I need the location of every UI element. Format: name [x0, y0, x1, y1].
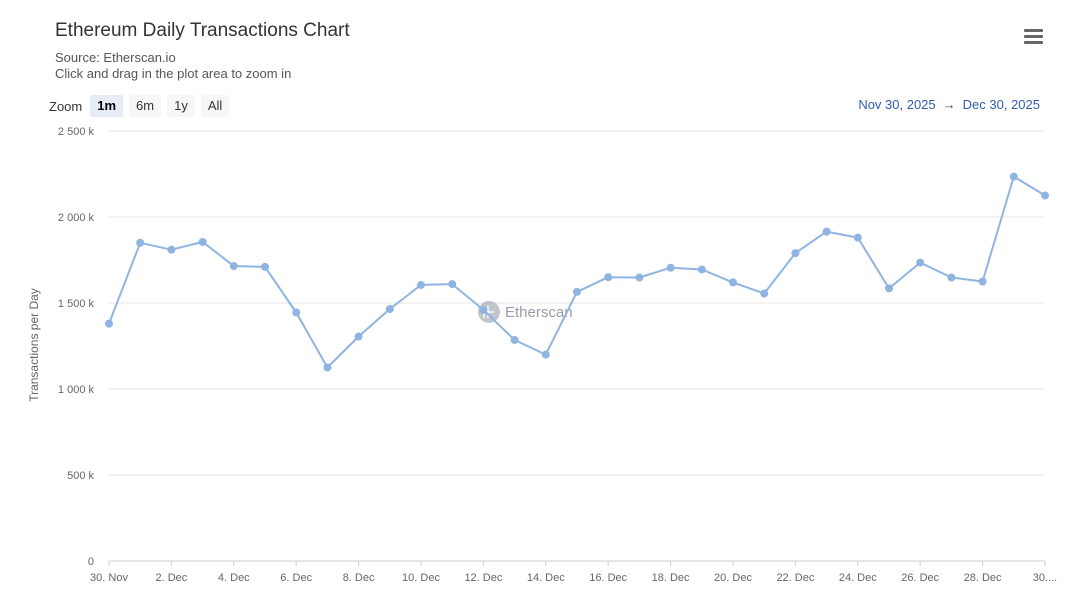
zoom-hint: Click and drag in the plot area to zoom …: [55, 66, 292, 81]
range-to[interactable]: Dec 30, 2025: [962, 97, 1040, 112]
grid-lines: [109, 130, 1045, 562]
hamburger-menu-icon[interactable]: [1020, 26, 1048, 48]
zoom-1m-button[interactable]: 1m: [90, 95, 124, 117]
data-point[interactable]: [167, 245, 176, 254]
menu-bar: [1024, 41, 1043, 44]
data-point[interactable]: [697, 265, 706, 274]
data-point[interactable]: [791, 249, 800, 258]
data-point[interactable]: [292, 308, 301, 317]
data-point[interactable]: [448, 280, 457, 289]
x-tick-label: 22. Dec: [776, 572, 814, 584]
data-point[interactable]: [323, 363, 332, 372]
x-tick-label: 24. Dec: [839, 572, 877, 584]
zoom-6m-button[interactable]: 6m: [129, 95, 162, 117]
data-point[interactable]: [385, 305, 394, 314]
data-point[interactable]: [760, 289, 769, 298]
zoom-selector: Zoom 1m 6m 1y All: [49, 94, 235, 118]
series-line: [108, 175, 1046, 369]
range-arrow-icon: →: [942, 97, 956, 112]
x-tick-label: 16. Dec: [589, 572, 627, 584]
y-tick-label: 1 000 k: [58, 384, 95, 396]
x-tick-label: 2. Dec: [156, 572, 188, 584]
data-point[interactable]: [604, 273, 613, 282]
series-transactions: [105, 172, 1049, 372]
chart-title: Ethereum Daily Transactions Chart: [55, 20, 350, 41]
data-point[interactable]: [354, 332, 363, 341]
data-point[interactable]: [541, 350, 550, 359]
data-point[interactable]: [635, 273, 644, 282]
zoom-all-button[interactable]: All: [200, 95, 230, 117]
x-tick-label: 28. Dec: [964, 572, 1002, 584]
x-tick-label: 4. Dec: [218, 572, 250, 584]
x-tick-label: 8. Dec: [343, 572, 375, 584]
data-point[interactable]: [1009, 172, 1018, 181]
data-point[interactable]: [853, 233, 862, 242]
date-range: Nov 30, 2025 → Dec 30, 2025: [858, 97, 1040, 112]
x-tick-label: 30....: [1033, 572, 1057, 584]
data-point[interactable]: [136, 238, 145, 247]
data-point[interactable]: [916, 258, 925, 267]
data-point[interactable]: [885, 284, 893, 293]
y-axis-ticks: 0 500 k 1 000 k 1 500 k 2 000 k 2 500 k: [58, 126, 95, 568]
data-point[interactable]: [666, 263, 675, 272]
x-tick-label: 6. Dec: [280, 572, 312, 584]
menu-bar: [1024, 29, 1043, 32]
data-point[interactable]: [822, 227, 831, 236]
x-tick-label: 18. Dec: [652, 572, 690, 584]
data-point[interactable]: [573, 287, 581, 296]
x-tick-label: 20. Dec: [714, 572, 752, 584]
y-axis-title: Transactions per Day: [27, 288, 41, 402]
data-point[interactable]: [1041, 191, 1049, 200]
data-point[interactable]: [417, 280, 425, 289]
x-tick-label: 12. Dec: [464, 572, 502, 584]
x-tick-label: 10. Dec: [402, 572, 440, 584]
y-tick-label: 2 500 k: [58, 126, 95, 138]
data-point[interactable]: [729, 278, 737, 287]
data-point[interactable]: [105, 319, 113, 328]
x-axis-ticks: 30. Nov 2. Dec 4. Dec 6. Dec 8. Dec 10. Dec 12…: [90, 561, 1057, 584]
zoom-label: Zoom: [49, 98, 83, 114]
y-tick-label: 2 000 k: [58, 212, 95, 224]
range-from[interactable]: Nov 30, 2025: [858, 97, 936, 112]
data-point[interactable]: [479, 305, 488, 314]
y-tick-label: 1 500 k: [58, 298, 95, 310]
data-point[interactable]: [978, 277, 987, 286]
data-point[interactable]: [229, 262, 238, 271]
data-point[interactable]: [261, 262, 269, 271]
zoom-1y-button[interactable]: 1y: [167, 95, 195, 117]
data-point[interactable]: [947, 273, 956, 282]
chart-source: Source: Etherscan.io: [55, 50, 176, 65]
x-tick-label: 14. Dec: [527, 572, 565, 584]
menu-bar: [1024, 35, 1043, 38]
x-tick-label: 26. Dec: [901, 572, 939, 584]
data-point[interactable]: [198, 237, 207, 246]
x-tick-label: 30. Nov: [90, 572, 128, 584]
data-point[interactable]: [510, 335, 519, 344]
y-tick-label: 500 k: [67, 470, 94, 482]
watermark-text: Etherscan: [505, 304, 573, 321]
y-tick-label: 0: [88, 556, 94, 568]
